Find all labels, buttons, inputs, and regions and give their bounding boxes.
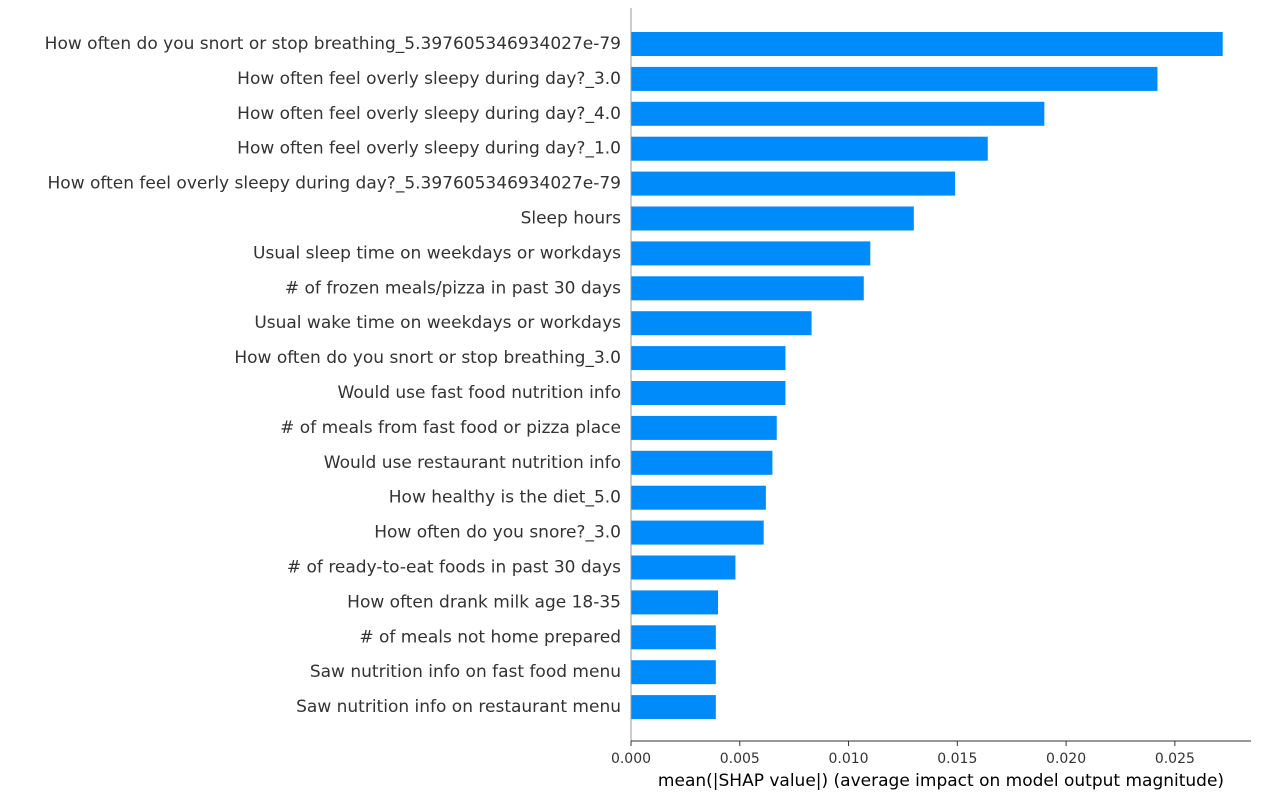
bar <box>631 485 766 510</box>
bar <box>631 311 812 336</box>
bar <box>631 660 716 685</box>
x-tick-label: 0.020 <box>1046 751 1086 767</box>
bar <box>631 171 956 196</box>
bar <box>631 136 988 161</box>
feature-labels-group: How often do you snort or stop breathing… <box>45 34 621 717</box>
feature-label: # of meals not home prepared <box>359 627 621 647</box>
feature-label: Usual wake time on weekdays or workdays <box>254 313 621 333</box>
bar <box>631 101 1045 126</box>
x-ticks-group: 0.000 0.005 0.010 0.015 0.020 0.025 <box>611 741 1195 767</box>
bar <box>631 381 786 405</box>
feature-label: How often do you snort or stop breathing… <box>234 348 621 368</box>
bar <box>631 625 716 650</box>
feature-label: How often drank milk age 18-35 <box>347 592 621 612</box>
bar <box>631 590 719 615</box>
feature-label: How healthy is the diet_5.0 <box>389 488 621 508</box>
feature-label: # of ready-to-eat foods in past 30 days <box>287 558 621 578</box>
bar <box>631 520 764 545</box>
feature-label: How often do you snore?_3.0 <box>374 523 621 543</box>
feature-label: Saw nutrition info on fast food menu <box>310 662 621 682</box>
feature-label: How often do you snort or stop breathing… <box>45 34 621 54</box>
feature-label: Would use restaurant nutrition info <box>324 453 621 473</box>
bar <box>631 66 1158 91</box>
bar <box>631 415 777 440</box>
x-tick-label: 0.010 <box>828 751 868 767</box>
x-axis-title: mean(|SHAP value|) (average impact on mo… <box>658 771 1224 791</box>
bar <box>631 555 736 580</box>
bar <box>631 695 716 720</box>
feature-label: Saw nutrition info on restaurant menu <box>296 697 621 717</box>
bar <box>631 450 773 475</box>
feature-label: # of meals from fast food or pizza place <box>280 418 621 438</box>
feature-label: Usual sleep time on weekdays or workdays <box>253 243 621 263</box>
feature-label: How often feel overly sleepy during day?… <box>237 139 621 159</box>
feature-label: How often feel overly sleepy during day?… <box>48 174 621 194</box>
feature-label: How often feel overly sleepy during day?… <box>237 69 621 89</box>
bar <box>631 241 871 266</box>
x-tick-label: 0.000 <box>611 751 651 767</box>
x-tick-label: 0.015 <box>937 751 977 767</box>
feature-label: How often feel overly sleepy during day?… <box>237 104 621 124</box>
bar <box>631 206 914 231</box>
feature-label: Would use fast food nutrition info <box>338 383 622 403</box>
bar <box>631 276 864 301</box>
x-tick-label: 0.005 <box>720 751 760 767</box>
bars-group <box>631 32 1223 720</box>
feature-label: # of frozen meals/pizza in past 30 days <box>285 278 621 298</box>
feature-label: Sleep hours <box>521 209 622 229</box>
x-tick-label: 0.025 <box>1155 751 1195 767</box>
bar <box>631 346 786 371</box>
bar <box>631 32 1223 56</box>
